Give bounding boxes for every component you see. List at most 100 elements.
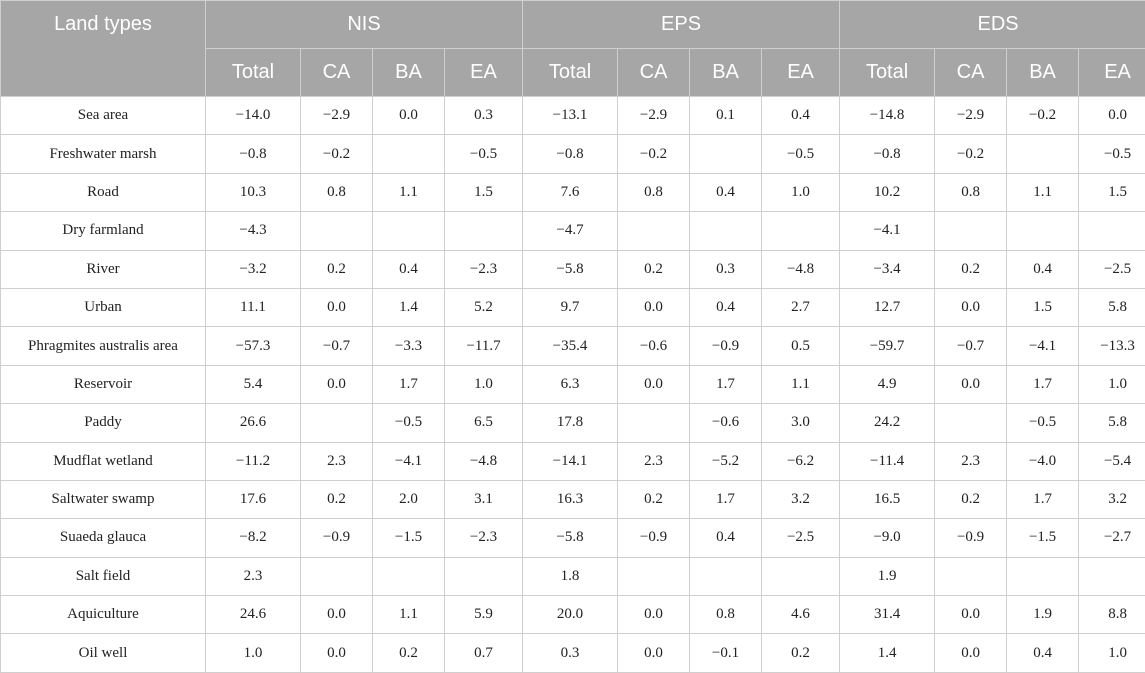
subheader-eps-ca: CA	[617, 48, 691, 97]
land-type-name: Mudflat wetland	[0, 441, 206, 481]
subheader-eds-ca: CA	[934, 48, 1008, 97]
table-header: Land types NIS EPS EDS Total CA BA EA To…	[0, 0, 1145, 97]
cell-eds-ea: 1.5	[1078, 172, 1145, 213]
cell-nis-ba: 0.2	[372, 633, 445, 673]
land-types-header: Land types	[0, 0, 206, 97]
land-type-name: River	[0, 249, 206, 289]
cell-nis-ea: 5.2	[443, 287, 524, 328]
land-type-name: Salt field	[0, 556, 206, 597]
cell-nis-ea	[443, 556, 524, 597]
cell-eps-ea: −2.5	[761, 518, 841, 558]
cell-nis-ca	[300, 556, 373, 597]
land-type-name: Dry farmland	[0, 211, 206, 251]
cell-nis-ba	[372, 556, 445, 597]
cell-eps-ea	[761, 556, 841, 597]
cell-eds-ba: −0.5	[1006, 403, 1080, 443]
cell-eps-total: 7.6	[522, 172, 619, 213]
cell-eps-ca: 0.0	[617, 633, 691, 673]
group-header-eps: EPS	[522, 0, 841, 49]
cell-eds-total: 1.9	[839, 556, 936, 597]
cell-eps-total: 9.7	[522, 287, 619, 328]
table-row: Reservoir 5.4 0.0 1.7 1.0 6.3 0.0 1.7 1.1 4.9 0.0 1…	[0, 364, 1145, 405]
cell-eds-total: 31.4	[839, 595, 936, 635]
table-row: Paddy 26.6 −0.5 6.5 17.8 −0.6 3.0 24.2 −0.5 5.8	[0, 403, 1145, 443]
subheader-eps-ba: BA	[689, 48, 763, 97]
cell-eps-ba: 0.4	[689, 518, 763, 558]
cell-nis-ca: 0.2	[300, 249, 373, 289]
cell-eps-ea: 3.2	[761, 479, 841, 520]
cell-eps-ba: 0.8	[689, 595, 763, 635]
cell-eps-ba: −5.2	[689, 441, 763, 481]
cell-nis-total: −0.8	[205, 134, 301, 174]
cell-eds-total: 16.5	[839, 479, 936, 520]
cell-eps-ea: 2.7	[761, 287, 841, 328]
cell-eps-total: 20.0	[522, 595, 619, 635]
cell-eds-ba: 1.9	[1006, 595, 1080, 635]
cell-nis-ea: −2.3	[443, 249, 524, 289]
cell-nis-ba: 1.7	[372, 364, 445, 405]
cell-nis-total: −8.2	[205, 518, 301, 558]
cell-nis-ba: 1.4	[372, 287, 445, 328]
cell-eps-total: 1.8	[522, 556, 619, 597]
cell-nis-ca	[300, 403, 373, 443]
cell-eps-ca	[617, 403, 691, 443]
cell-eps-ba: −0.9	[689, 326, 763, 366]
cell-eds-ba: −4.1	[1006, 326, 1080, 366]
cell-nis-ea: 5.9	[443, 595, 524, 635]
cell-nis-ca: 0.8	[300, 172, 373, 213]
cell-eps-ba: 0.4	[689, 287, 763, 328]
cell-eds-ca: −0.9	[934, 518, 1008, 558]
cell-eds-ca	[934, 403, 1008, 443]
cell-nis-total: −11.2	[205, 441, 301, 481]
cell-nis-ba	[372, 134, 445, 174]
cell-eps-ea: 3.0	[761, 403, 841, 443]
cell-eps-ca: −0.6	[617, 326, 691, 366]
cell-eps-ca: −0.2	[617, 134, 691, 174]
cell-eds-ba	[1006, 211, 1080, 251]
table-row: Oil well 1.0 0.0 0.2 0.7 0.3 0.0 −0.1 0.2 1.4 0.0 0…	[0, 633, 1145, 673]
cell-nis-ba: 0.4	[372, 249, 445, 289]
cell-eps-ba: 0.4	[689, 172, 763, 213]
cell-eds-ba	[1006, 556, 1080, 597]
cell-eps-ea: 0.4	[761, 95, 841, 136]
cell-eps-total: −4.7	[522, 211, 619, 251]
cell-eps-ba	[689, 211, 763, 251]
cell-nis-total: −14.0	[205, 95, 301, 136]
cell-eps-total: −14.1	[522, 441, 619, 481]
cell-eds-total: 12.7	[839, 287, 936, 328]
cell-nis-ca: 0.0	[300, 595, 373, 635]
cell-eps-ea: 1.1	[761, 364, 841, 405]
cell-nis-ca: −2.9	[300, 95, 373, 136]
cell-nis-ca: 0.0	[300, 633, 373, 673]
land-type-name: Paddy	[0, 403, 206, 443]
cell-nis-total: 2.3	[205, 556, 301, 597]
cell-eps-ba: 0.3	[689, 249, 763, 289]
subheader-nis-ea: EA	[443, 48, 524, 97]
cell-nis-ca: 2.3	[300, 441, 373, 481]
cell-eps-ca	[617, 556, 691, 597]
cell-eds-ea: 5.8	[1078, 403, 1145, 443]
table-row: Suaeda glauca −8.2 −0.9 −1.5 −2.3 −5.8 −0.9 0.4…	[0, 518, 1145, 558]
cell-eds-ca	[934, 556, 1008, 597]
cell-eps-ba: 1.7	[689, 479, 763, 520]
cell-eps-ea: −0.5	[761, 134, 841, 174]
cell-eps-ea: 1.0	[761, 172, 841, 213]
cell-eds-ba: 1.7	[1006, 364, 1080, 405]
land-type-name: Road	[0, 172, 206, 213]
group-header-nis: NIS	[204, 0, 524, 49]
cell-eps-ca: 0.2	[617, 249, 691, 289]
cell-eds-ea: −0.5	[1078, 134, 1145, 174]
cell-eps-total: −13.1	[522, 95, 619, 136]
cell-eps-total: 0.3	[522, 633, 619, 673]
table-row: Freshwater marsh −0.8 −0.2 −0.5 −0.8 −0.2 −0.5…	[0, 134, 1145, 174]
table-row: Road 10.3 0.8 1.1 1.5 7.6 0.8 0.4 1.0 10.2 0.8 1.1 1…	[0, 172, 1145, 213]
table-row: River −3.2 0.2 0.4 −2.3 −5.8 0.2 0.3 −4.8 −3.4 0.2…	[0, 249, 1145, 289]
cell-eps-total: −5.8	[522, 518, 619, 558]
cell-eps-ea: 0.2	[761, 633, 841, 673]
group-header-eds: EDS	[839, 0, 1145, 49]
table-row: Sea area −14.0 −2.9 0.0 0.3 −13.1 −2.9 0.1 0.4 −1…	[0, 95, 1145, 136]
cell-eps-total: −35.4	[522, 326, 619, 366]
cell-nis-ca: 0.0	[300, 287, 373, 328]
cell-eds-ca: 0.8	[934, 172, 1008, 213]
cell-eps-ca: 0.2	[617, 479, 691, 520]
